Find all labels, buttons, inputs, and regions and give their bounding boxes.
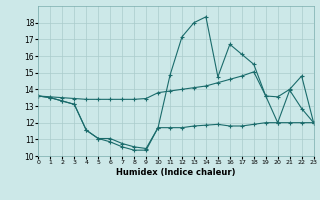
X-axis label: Humidex (Indice chaleur): Humidex (Indice chaleur) [116,168,236,177]
